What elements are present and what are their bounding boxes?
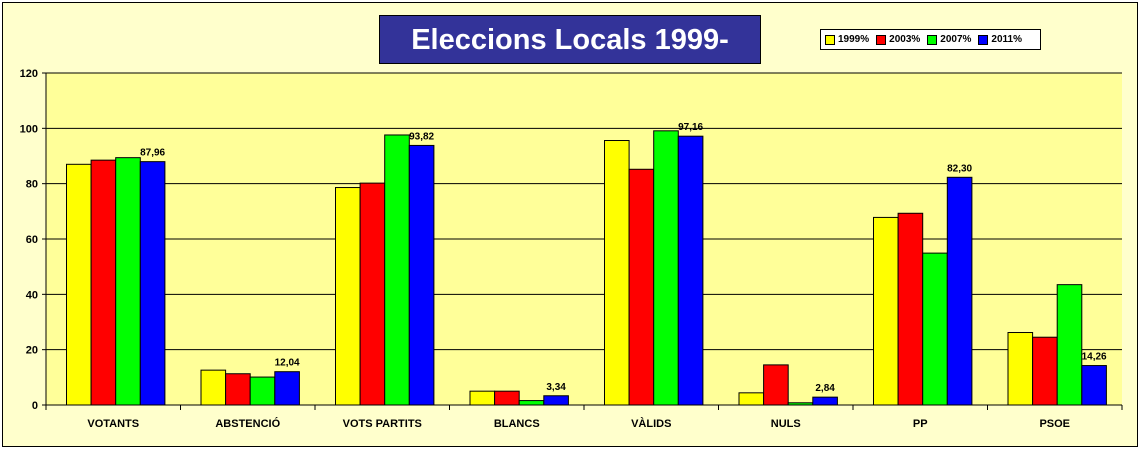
x-category-label: ABSTENCIÓ — [215, 417, 280, 430]
legend-swatch-2003 — [876, 34, 887, 45]
legend-label-2007: 2007% — [940, 34, 972, 45]
bar-nuls-2011 — [812, 396, 838, 406]
bar-abstenci--2003 — [225, 373, 251, 406]
legend-swatch-2011 — [978, 34, 989, 45]
bar-psoe-2007 — [1056, 284, 1083, 406]
bar-v-lids-1999 — [604, 140, 630, 406]
bar-votants-2011 — [139, 161, 166, 406]
bar-v-lids-2011 — [677, 135, 704, 406]
data-label: 97,16 — [678, 122, 703, 133]
x-category-label: VOTS PARTITS — [343, 418, 422, 430]
bar-v-lids-2007 — [653, 130, 679, 406]
bar-pp-2011 — [946, 176, 973, 406]
data-label: 93,82 — [409, 131, 434, 142]
legend-label-2003: 2003% — [889, 34, 921, 45]
legend-swatch-2007 — [927, 34, 938, 45]
bar-votants-1999 — [66, 163, 92, 406]
bar-pp-2007 — [922, 252, 948, 406]
legend-item-2007: 2007% — [927, 34, 971, 45]
bar-blancs-1999 — [469, 390, 496, 406]
legend-swatch-1999 — [825, 34, 835, 45]
data-label: 14,26 — [1082, 352, 1107, 363]
y-tick-label: 80 — [26, 179, 38, 191]
legend-item-1999: 1999% — [825, 34, 869, 45]
bar-vots-partits-2003 — [359, 182, 386, 406]
y-tick-label: 120 — [20, 68, 38, 80]
x-category-label: NULS — [771, 418, 801, 430]
y-tick-label: 40 — [26, 289, 38, 301]
bar-pp-2003 — [897, 212, 924, 406]
bar-psoe-2011 — [1081, 365, 1107, 406]
legend-item-2003: 2003% — [876, 34, 920, 45]
bar-votants-2007 — [115, 157, 141, 406]
x-category-label: BLANCS — [494, 418, 540, 430]
bar-abstenci--1999 — [200, 369, 227, 406]
data-label: 82,30 — [947, 163, 972, 174]
data-label: 2,84 — [815, 383, 835, 394]
bar-vots-partits-2011 — [408, 144, 435, 406]
data-label: 87,96 — [140, 148, 165, 159]
legend-label-1999: 1999% — [838, 34, 870, 45]
bar-vots-partits-1999 — [335, 187, 361, 406]
bar-v-lids-2003 — [628, 168, 655, 406]
y-tick-label: 100 — [20, 123, 38, 135]
bar-blancs-2003 — [494, 390, 520, 406]
bar-abstenci--2007 — [249, 376, 276, 406]
y-tick-label: 0 — [32, 400, 38, 412]
bar-votants-2003 — [90, 159, 117, 406]
y-tick-label: 20 — [26, 345, 38, 357]
x-category-label: PSOE — [1039, 418, 1070, 430]
chart-legend: 1999% 2003% 2007% 2011% — [820, 29, 1041, 50]
y-tick-label: 60 — [26, 234, 38, 246]
x-category-label: VÀLIDS — [631, 417, 671, 430]
bar-pp-1999 — [873, 216, 899, 406]
data-label: 3,34 — [546, 382, 566, 393]
bar-vots-partits-2007 — [384, 134, 410, 406]
x-category-label: PP — [913, 418, 928, 430]
legend-label-2011: 2011% — [991, 34, 1023, 45]
data-label: 12,04 — [275, 358, 300, 369]
legend-item-2011: 2011% — [978, 34, 1022, 45]
bar-blancs-2007 — [518, 400, 545, 406]
bar-blancs-2011 — [543, 395, 569, 406]
bar-nuls-2003 — [763, 364, 789, 406]
bar-nuls-1999 — [738, 392, 765, 406]
bar-psoe-1999 — [1007, 332, 1034, 406]
bar-psoe-2003 — [1032, 336, 1058, 406]
bar-nuls-2007 — [787, 402, 814, 406]
x-category-label: VOTANTS — [87, 418, 139, 430]
bar-abstenci--2011 — [274, 371, 300, 406]
